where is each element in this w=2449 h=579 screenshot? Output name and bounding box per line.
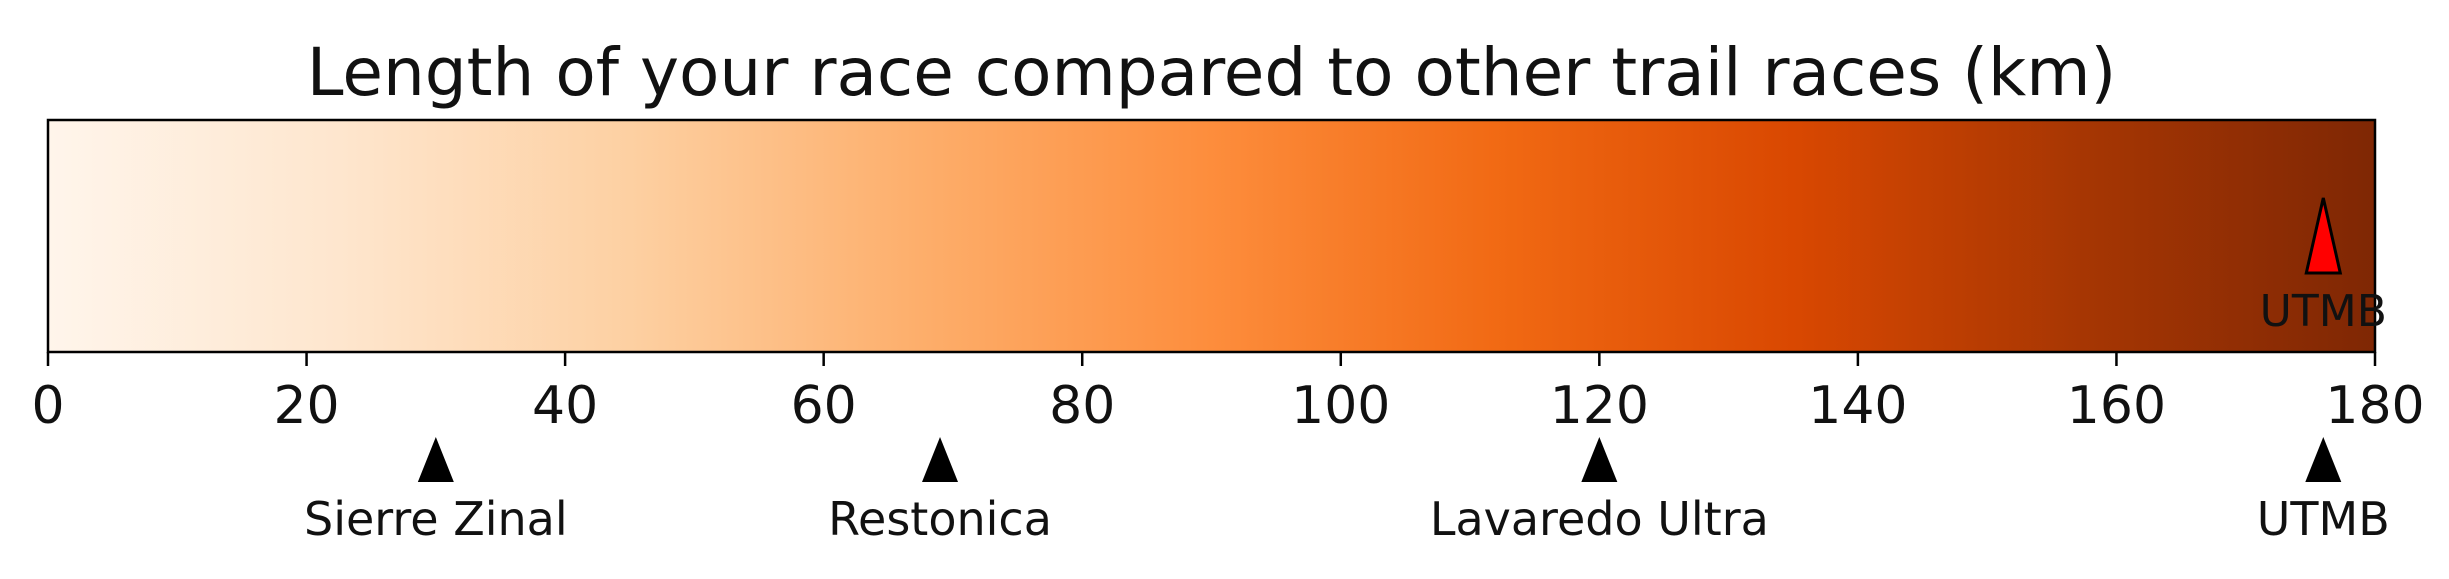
x-tick-label: 120 bbox=[1550, 376, 1649, 436]
x-tick-label: 60 bbox=[791, 376, 857, 436]
x-tick-label: 40 bbox=[532, 376, 598, 436]
x-tick-label: 20 bbox=[273, 376, 339, 436]
reference-race-marker bbox=[922, 437, 959, 482]
reference-race-marker bbox=[417, 437, 454, 482]
your-race-marker-group: UTMB bbox=[2260, 197, 2387, 337]
your-race-marker bbox=[2304, 197, 2343, 275]
reference-race-marker bbox=[1581, 437, 1618, 482]
reference-race-marker bbox=[2305, 437, 2342, 482]
x-tick-label: 80 bbox=[1049, 376, 1115, 436]
your-race-label: UTMB bbox=[2260, 286, 2387, 337]
x-tick-label: 0 bbox=[31, 376, 64, 436]
reference-race-label: Lavaredo Ultra bbox=[1430, 492, 1769, 546]
x-axis: 0 20 40 60 80 100 120 140 160 180 bbox=[31, 352, 2425, 436]
chart-title: Length of your race compared to other tr… bbox=[307, 34, 2117, 111]
x-tick-label: 180 bbox=[2325, 376, 2424, 436]
reference-race-label: Sierre Zinal bbox=[304, 492, 568, 546]
colorbar-frame bbox=[46, 118, 2377, 354]
x-tick-label: 160 bbox=[2067, 376, 2166, 436]
reference-races: Sierre Zinal Restonica Lavaredo Ultra UTMB bbox=[304, 437, 2390, 546]
reference-race-label: Restonica bbox=[828, 492, 1052, 546]
x-tick-label: 100 bbox=[1291, 376, 1390, 436]
colorbar bbox=[48, 120, 2375, 352]
reference-race-label: UTMB bbox=[2257, 492, 2390, 546]
x-tick-label: 140 bbox=[1808, 376, 1907, 436]
